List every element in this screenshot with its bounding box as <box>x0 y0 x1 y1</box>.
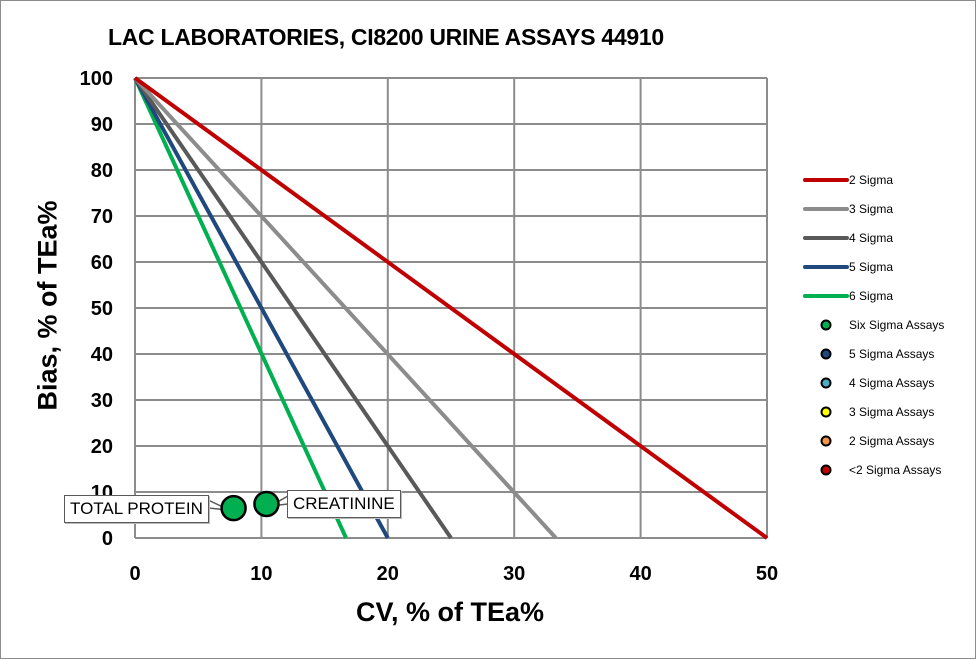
legend-label: 5 Sigma <box>849 260 893 274</box>
assay-points <box>220 490 280 522</box>
legend-label: 3 Sigma Assays <box>849 405 934 419</box>
legend-marker <box>820 435 832 447</box>
sigma-line-2-sigma <box>133 76 769 540</box>
assay-point-creatinine <box>253 490 280 518</box>
sigma-line-6-sigma <box>133 77 348 539</box>
legend-label: Six Sigma Assays <box>849 318 944 332</box>
sigma-lines <box>133 76 769 540</box>
legend-marker <box>820 348 832 360</box>
legend-label: <2 Sigma Assays <box>849 463 941 477</box>
legend-label: 2 Sigma <box>849 173 893 187</box>
legend-label: 5 Sigma Assays <box>849 347 934 361</box>
assay-point-total-protein <box>220 494 247 522</box>
x-tick-label: 10 <box>250 563 272 585</box>
y-tick-label: 0 <box>102 528 113 550</box>
x-tick-label: 40 <box>629 563 651 585</box>
chart-title: LAC LABORATORIES, CI8200 URINE ASSAYS 44… <box>108 24 664 50</box>
legend-label: 3 Sigma <box>849 202 893 216</box>
y-tick-label: 90 <box>91 114 113 136</box>
y-tick-label: 30 <box>91 390 113 412</box>
y-tick-label: 100 <box>80 68 113 90</box>
legend-marker <box>820 319 832 331</box>
y-tick-label: 60 <box>91 252 113 274</box>
legend-label: 4 Sigma Assays <box>849 376 934 390</box>
legend-marker <box>820 406 832 418</box>
y-tick-label: 20 <box>91 436 113 458</box>
x-tick-label: 0 <box>129 563 140 585</box>
y-tick-label: 40 <box>91 344 113 366</box>
callout-total-protein: TOTAL PROTEIN <box>64 495 209 523</box>
y-tick-label: 50 <box>91 298 113 320</box>
legend-label: 6 Sigma <box>849 289 893 303</box>
y-tick-label: 70 <box>91 206 113 228</box>
legend-marker <box>820 377 832 389</box>
legend: 2 Sigma 3 Sigma 4 Sigma 5 Sigma 6 Sigma Six S… <box>803 173 944 477</box>
callout-creatinine: CREATININE <box>287 490 401 518</box>
x-tick-label: 20 <box>377 563 399 585</box>
x-axis-label: CV, % of TEa% <box>355 597 545 627</box>
sigma-line-3-sigma <box>133 76 558 540</box>
legend-label: 4 Sigma <box>849 231 893 245</box>
y-tick-label: 80 <box>91 160 113 182</box>
x-tick-label: 50 <box>756 563 778 585</box>
sigma-line-5-sigma <box>133 77 390 539</box>
x-tick-label: 30 <box>503 563 525 585</box>
legend-marker <box>820 464 832 476</box>
legend-label: 2 Sigma Assays <box>849 434 934 448</box>
sigma-line-4-sigma <box>133 76 453 540</box>
